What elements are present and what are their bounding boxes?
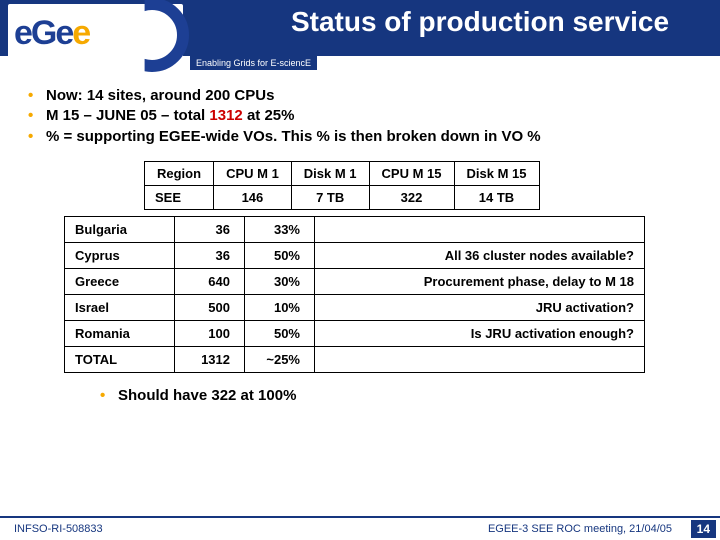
footer-left: INFSO-RI-508833 bbox=[14, 523, 103, 535]
logo-text: eGee bbox=[14, 14, 89, 53]
col-header: Disk M 1 bbox=[291, 161, 369, 185]
col-header: Disk M 15 bbox=[454, 161, 539, 185]
cell: 14 TB bbox=[454, 185, 539, 209]
cell-note: All 36 cluster nodes available? bbox=[315, 242, 645, 268]
bullet-item: % = supporting EGEE-wide VOs. This % is … bbox=[24, 127, 696, 147]
cell-cpu: 640 bbox=[175, 268, 245, 294]
cell-pct: 50% bbox=[245, 320, 315, 346]
logo-letter: e bbox=[72, 14, 89, 52]
cell-note: Is JRU activation enough? bbox=[315, 320, 645, 346]
secondary-bullet: Should have 322 at 100% bbox=[100, 387, 696, 404]
col-header: Region bbox=[145, 161, 214, 185]
bullet-text: Now: 14 sites, around 200 CPUs bbox=[46, 87, 274, 104]
cell-country: Greece bbox=[65, 268, 175, 294]
main-bullet-list: Now: 14 sites, around 200 CPUs M 15 – JU… bbox=[24, 86, 696, 147]
col-header: CPU M 1 bbox=[214, 161, 292, 185]
cell: 7 TB bbox=[291, 185, 369, 209]
cell: SEE bbox=[145, 185, 214, 209]
slide-subtitle: Enabling Grids for E-sciencE bbox=[190, 56, 317, 70]
cell: 322 bbox=[369, 185, 454, 209]
cell-country: Cyprus bbox=[65, 242, 175, 268]
cell-note bbox=[315, 346, 645, 372]
bullet-item: M 15 – JUNE 05 – total 1312 at 25% bbox=[24, 106, 696, 126]
bullet-text: % = supporting EGEE-wide VOs. This % is … bbox=[46, 128, 541, 145]
bullet-text: at 25% bbox=[243, 107, 295, 124]
bullet-red: 1312 bbox=[209, 107, 242, 124]
cell-country: TOTAL bbox=[65, 346, 175, 372]
region-summary-table: Region CPU M 1 Disk M 1 CPU M 15 Disk M … bbox=[144, 161, 540, 210]
table-row: Romania 100 50% Is JRU activation enough… bbox=[65, 320, 645, 346]
slide-body: Now: 14 sites, around 200 CPUs M 15 – JU… bbox=[0, 72, 720, 404]
country-table: Bulgaria 36 33% Cyprus 36 50% All 36 clu… bbox=[64, 216, 645, 373]
secondary-bullet-text: Should have 322 at 100% bbox=[118, 387, 296, 404]
cell-cpu: 1312 bbox=[175, 346, 245, 372]
cell-cpu: 36 bbox=[175, 216, 245, 242]
table-row-total: TOTAL 1312 ~25% bbox=[65, 346, 645, 372]
table-row: Bulgaria 36 33% bbox=[65, 216, 645, 242]
cell-pct: 50% bbox=[245, 242, 315, 268]
cell-note bbox=[315, 216, 645, 242]
logo-letter: e bbox=[14, 14, 31, 52]
bullet-item: Now: 14 sites, around 200 CPUs bbox=[24, 86, 696, 106]
slide-footer: INFSO-RI-508833 EGEE-3 SEE ROC meeting, … bbox=[0, 516, 720, 540]
logo-ring-icon bbox=[115, 0, 189, 72]
cell: 146 bbox=[214, 185, 292, 209]
cell-cpu: 100 bbox=[175, 320, 245, 346]
cell-country: Bulgaria bbox=[65, 216, 175, 242]
cell-pct: 33% bbox=[245, 216, 315, 242]
cell-pct: 30% bbox=[245, 268, 315, 294]
col-header: CPU M 15 bbox=[369, 161, 454, 185]
bullet-text: M 15 – JUNE 05 – total bbox=[46, 107, 209, 124]
cell-note: JRU activation? bbox=[315, 294, 645, 320]
cell-pct: ~25% bbox=[245, 346, 315, 372]
logo-letter: G bbox=[31, 14, 55, 52]
slide-header: Status of production service Enabling Gr… bbox=[0, 0, 720, 72]
footer-meeting: EGEE-3 SEE ROC meeting, 21/04/05 bbox=[488, 523, 672, 535]
cell-cpu: 36 bbox=[175, 242, 245, 268]
table-row: SEE 146 7 TB 322 14 TB bbox=[145, 185, 540, 209]
cell-pct: 10% bbox=[245, 294, 315, 320]
table-row: Greece 640 30% Procurement phase, delay … bbox=[65, 268, 645, 294]
cell-country: Israel bbox=[65, 294, 175, 320]
logo-letter: e bbox=[55, 14, 72, 52]
table-row: Cyprus 36 50% All 36 cluster nodes avail… bbox=[65, 242, 645, 268]
cell-country: Romania bbox=[65, 320, 175, 346]
slide-title: Status of production service bbox=[250, 6, 710, 38]
cell-note: Procurement phase, delay to M 18 bbox=[315, 268, 645, 294]
egee-logo: eGee bbox=[8, 4, 183, 66]
page-number: 14 bbox=[691, 520, 716, 538]
cell-cpu: 500 bbox=[175, 294, 245, 320]
table-row: Region CPU M 1 Disk M 1 CPU M 15 Disk M … bbox=[145, 161, 540, 185]
table-row: Israel 500 10% JRU activation? bbox=[65, 294, 645, 320]
